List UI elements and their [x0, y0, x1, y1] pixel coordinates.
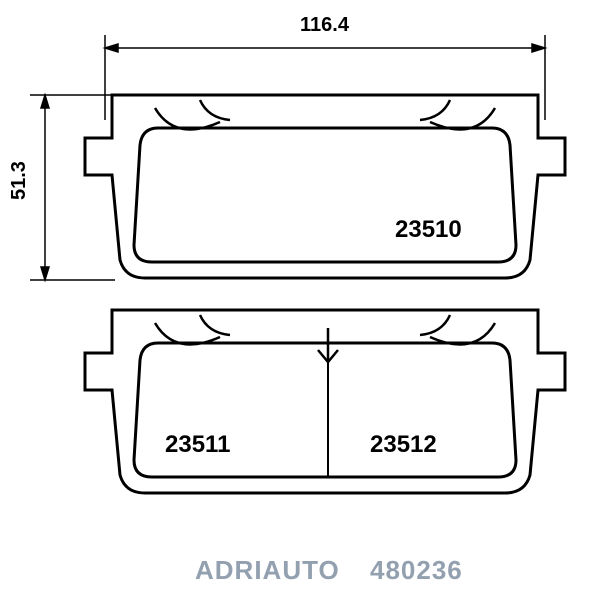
width-value: 116.4: [300, 14, 349, 37]
height-dimension: [30, 95, 115, 280]
footer-part-number: 480236: [370, 555, 463, 586]
width-dimension: [105, 35, 545, 120]
brake-pad-bottom: [85, 310, 565, 493]
brake-pad-top: [85, 95, 565, 278]
brake-pad-diagram: [0, 0, 600, 600]
part-number-bottom-left: 23511: [165, 431, 230, 459]
height-value: 51.3: [8, 161, 31, 200]
part-number-bottom-right: 23512: [370, 431, 437, 459]
brand-label: ADRIAUTO: [195, 555, 340, 586]
part-number-top: 23510: [395, 216, 462, 244]
